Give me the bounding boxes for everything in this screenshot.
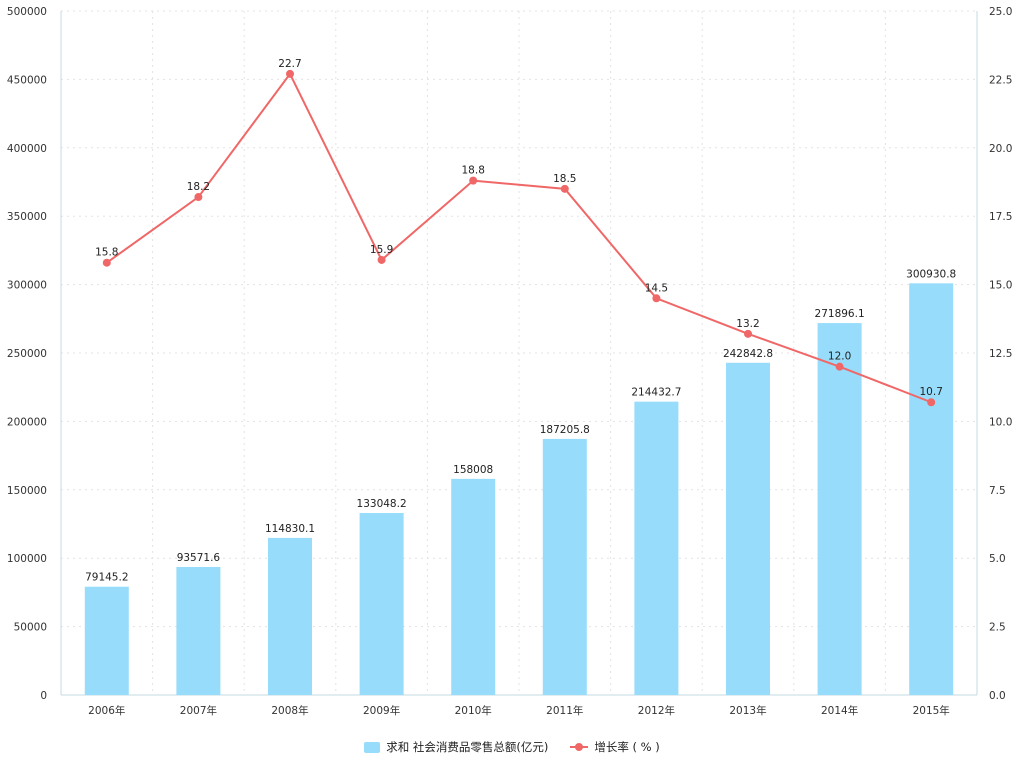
axes: 0 50000 100000 150000 200000 250000 300000 3500…	[7, 6, 1012, 717]
y-left-tick-label: 100000	[7, 553, 47, 565]
bar-value-label: 79145.2	[85, 572, 128, 584]
line-value-label: 22.7	[278, 58, 301, 70]
bar[interactable]	[176, 566, 221, 695]
x-tick-label: 2013年	[729, 704, 766, 717]
y-right-tick-label: 0.0	[989, 690, 1006, 702]
x-tick-label: 2011年	[546, 704, 583, 717]
line-value-label: 15.9	[370, 244, 393, 256]
x-tick-label: 2015年	[913, 704, 950, 717]
gridlines	[61, 10, 977, 695]
y-left-tick-label: 350000	[7, 211, 47, 223]
bar[interactable]	[268, 537, 312, 695]
y-right-tick-label: 5.0	[989, 553, 1006, 565]
line-point[interactable]	[927, 398, 936, 407]
bar[interactable]	[726, 362, 770, 695]
y-right-tick-label: 20.0	[989, 143, 1012, 155]
bar-value-label: 300930.8	[906, 268, 956, 280]
line-point[interactable]	[102, 258, 111, 267]
line-point[interactable]	[286, 69, 294, 78]
line-point[interactable]	[560, 184, 569, 193]
y-left-tick-label: 300000	[7, 280, 47, 292]
line-point[interactable]	[469, 176, 478, 185]
y-left-tick-label: 250000	[7, 348, 47, 360]
bar-value-label: 187205.8	[540, 424, 590, 436]
bar-value-label: 93571.6	[177, 552, 221, 564]
y-left-tick-label: 150000	[7, 485, 47, 497]
bar[interactable]	[909, 283, 954, 695]
line-value-label: 13.2	[736, 318, 759, 330]
data-labels: 79145.2 93571.6 114830.1 133048.2 158008 1872…	[85, 58, 956, 584]
y-right-tick-label: 25.0	[989, 6, 1012, 18]
line-point[interactable]	[835, 362, 844, 371]
x-tick-label: 2007年	[180, 704, 217, 717]
line-point[interactable]	[194, 193, 203, 202]
line-point[interactable]	[652, 294, 661, 303]
y-left-tick-label: 0	[40, 690, 47, 702]
legend: 求和 社会消费品零售总额(亿元) 增长率 ( % )	[0, 738, 1024, 756]
bar-value-label: 242842.8	[723, 348, 773, 360]
y-right-tick-label: 7.5	[989, 485, 1006, 497]
y-right-tick-label: 15.0	[989, 280, 1012, 292]
y-left-tick-label: 50000	[14, 622, 47, 634]
legend-item-line[interactable]: 增长率 ( % )	[570, 739, 660, 755]
line-point[interactable]	[744, 329, 752, 338]
bar-value-label: 133048.2	[357, 498, 407, 510]
legend-bar-swatch	[364, 741, 381, 753]
bar[interactable]	[817, 323, 862, 695]
line-value-label: 12.0	[828, 351, 851, 363]
bar[interactable]	[634, 401, 679, 695]
line-value-label: 18.5	[553, 173, 576, 185]
line-value-label: 15.8	[95, 247, 118, 259]
line-series	[102, 69, 936, 407]
line-value-label: 18.8	[462, 165, 485, 177]
x-tick-label: 2008年	[271, 704, 308, 717]
y-left-tick-label: 500000	[7, 6, 47, 18]
y-right-tick-label: 2.5	[989, 622, 1006, 634]
y-left-tick-label: 400000	[7, 143, 47, 155]
y-right-tick-label: 12.5	[989, 348, 1012, 360]
y-left-tick-label: 200000	[7, 416, 47, 428]
legend-item-bar[interactable]: 求和 社会消费品零售总额(亿元)	[364, 739, 548, 755]
x-tick-label: 2014年	[821, 704, 858, 717]
x-tick-label: 2012年	[638, 704, 675, 717]
bar[interactable]	[451, 478, 496, 695]
legend-bar-label: 求和 社会消费品零售总额(亿元)	[386, 740, 549, 754]
bar-value-label: 271896.1	[815, 308, 865, 320]
bar-value-label: 214432.7	[631, 387, 681, 399]
x-tick-label: 2010年	[455, 704, 492, 717]
bar[interactable]	[542, 438, 587, 695]
x-tick-label: 2006年	[88, 704, 125, 717]
bar-series	[84, 283, 954, 695]
legend-line-swatch	[570, 742, 589, 752]
y-right-tick-label: 22.5	[989, 74, 1012, 86]
line-value-label: 14.5	[645, 282, 668, 294]
line-value-label: 18.2	[187, 181, 210, 193]
bar-value-label: 114830.1	[265, 523, 315, 535]
bar[interactable]	[84, 586, 129, 695]
bar[interactable]	[359, 512, 404, 695]
x-tick-label: 2009年	[363, 704, 400, 717]
legend-line-label: 增长率 ( % )	[594, 740, 660, 754]
y-right-tick-label: 10.0	[989, 416, 1012, 428]
line-value-label: 10.7	[920, 386, 943, 398]
y-right-tick-label: 17.5	[989, 211, 1012, 223]
growth-rate-line	[106, 72, 932, 404]
bar-value-label: 158008	[453, 464, 493, 476]
line-point[interactable]	[377, 255, 386, 264]
y-left-tick-label: 450000	[7, 74, 47, 86]
